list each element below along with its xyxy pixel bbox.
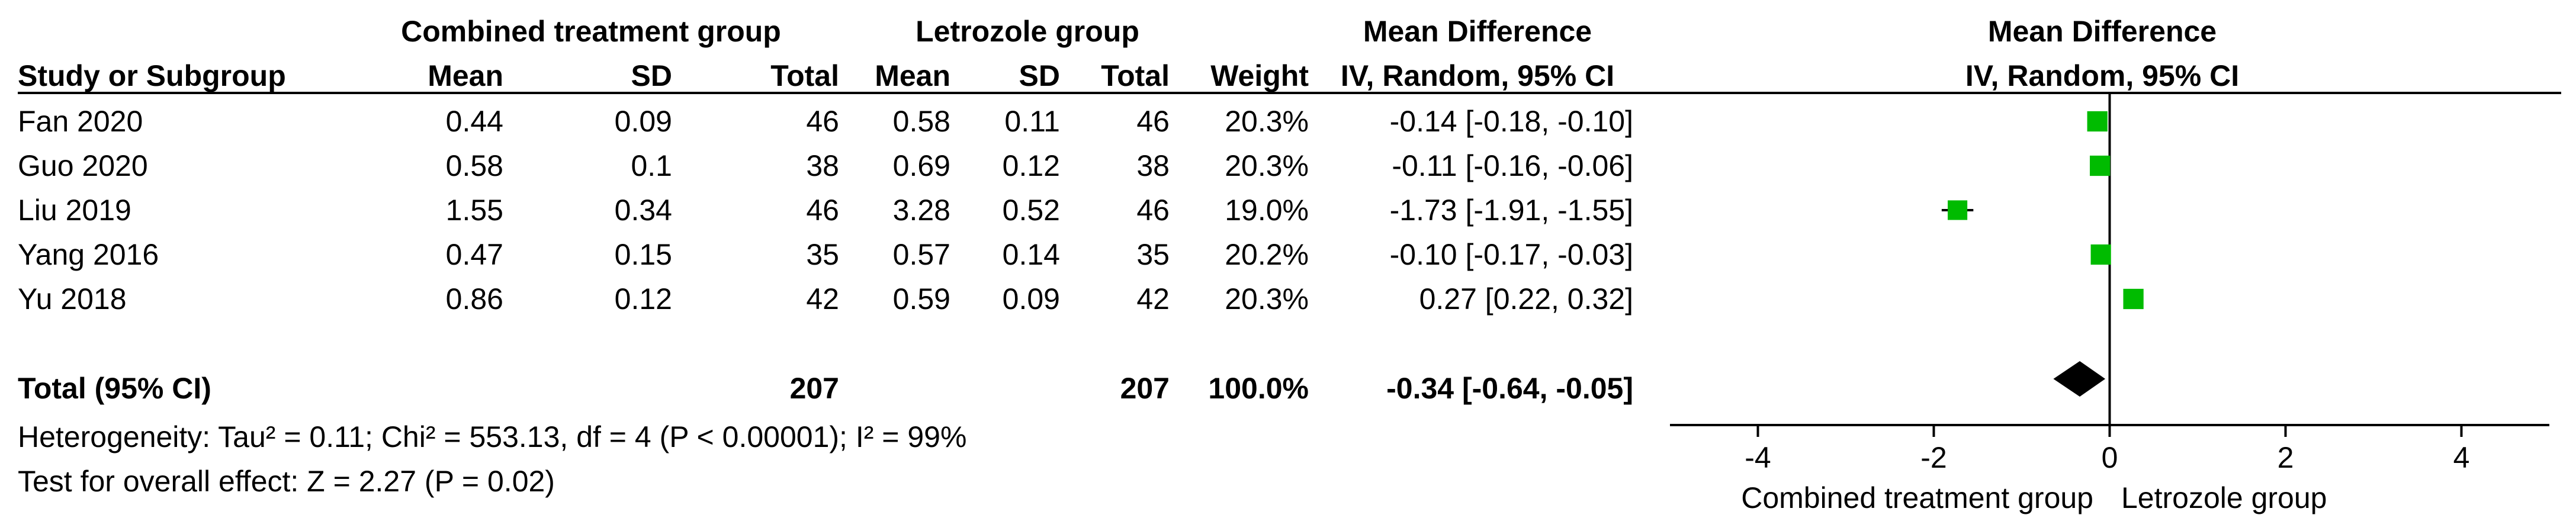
sd1-cell: 0.09 <box>615 105 672 138</box>
table-row: Yu 2018 0.86 0.12 42 0.59 0.09 42 20.3% 0.27 [0.… <box>18 282 1633 316</box>
mean2-cell: 0.58 <box>893 105 950 138</box>
weight-column-header: Weight <box>1210 59 1309 92</box>
total2-cell: 46 <box>1136 194 1170 227</box>
sd2-cell: 0.11 <box>1004 105 1060 138</box>
sd2-cell: 0.52 <box>1003 194 1060 227</box>
weight-cell: 19.0% <box>1225 194 1309 227</box>
total2-cell: 42 <box>1136 282 1170 316</box>
sd2-cell: 0.09 <box>1003 282 1060 316</box>
study-name: Yang 2016 <box>18 238 159 271</box>
method-table-header: IV, Random, 95% CI <box>1341 59 1614 92</box>
total-label: Total (95% CI) <box>18 372 211 405</box>
total2-cell: 46 <box>1136 105 1170 138</box>
sd1-cell: 0.12 <box>615 282 672 316</box>
study-marker <box>1948 200 1968 220</box>
study-name: Liu 2019 <box>18 194 131 227</box>
overall-effect-text: Test for overall effect: Z = 2.27 (P = 0… <box>18 465 555 498</box>
ci-cell: -0.10 [-0.17, -0.03] <box>1390 238 1633 271</box>
weight-cell: 20.3% <box>1225 105 1309 138</box>
total1-cell: 38 <box>806 149 839 182</box>
mean1-cell: 1.55 <box>446 194 503 227</box>
study-name: Fan 2020 <box>18 105 143 138</box>
pooled-diamond <box>2053 361 2106 397</box>
x-tick-label: -2 <box>1920 441 1947 474</box>
method-plot-header: IV, Random, 95% CI <box>1965 59 2239 92</box>
md-plot-header: Mean Difference <box>1988 15 2217 48</box>
ci-cell: 0.27 [0.22, 0.32] <box>1419 282 1633 316</box>
total-ci: -0.34 [-0.64, -0.05] <box>1386 372 1633 405</box>
sd2-cell: 0.14 <box>1003 238 1060 271</box>
total1-cell: 35 <box>806 238 839 271</box>
mean1-cell: 0.86 <box>446 282 503 316</box>
total2-cell: 35 <box>1136 238 1170 271</box>
x-tick-label: 0 <box>2102 441 2118 474</box>
sd2-cell: 0.12 <box>1003 149 1060 182</box>
study-marker <box>2090 155 2111 176</box>
study-marker <box>2090 244 2111 265</box>
study-marker <box>2087 111 2108 132</box>
table-row: Fan 2020 0.44 0.09 46 0.58 0.11 46 20.3% -0.14 [… <box>18 105 1633 138</box>
ci-cell: -0.11 [-0.16, -0.06] <box>1392 149 1633 182</box>
weight-cell: 20.2% <box>1225 238 1309 271</box>
sd1-cell: 0.15 <box>615 238 672 271</box>
mean2-cell: 0.57 <box>893 238 950 271</box>
weight-cell: 20.3% <box>1225 282 1309 316</box>
total1-cell: 46 <box>806 105 839 138</box>
sd1-column-header: SD <box>631 59 672 92</box>
x-tick-label: 4 <box>2453 441 2470 474</box>
study-name: Guo 2020 <box>18 149 148 182</box>
weight-cell: 20.3% <box>1225 149 1309 182</box>
favours-left-label: Combined treatment group <box>1741 481 2093 514</box>
mean2-cell: 0.69 <box>893 149 950 182</box>
total1-column-header: Total <box>770 59 839 92</box>
group2-header: Letrozole group <box>916 15 1139 48</box>
total-weight: 100.0% <box>1208 372 1309 405</box>
table-row: Liu 2019 1.55 0.34 46 3.28 0.52 46 19.0% -1.73 [… <box>18 194 1633 227</box>
mean1-cell: 0.47 <box>446 238 503 271</box>
total2-column-header: Total <box>1101 59 1170 92</box>
favours-right-label: Letrozole group <box>2121 481 2327 514</box>
mean2-column-header: Mean <box>875 59 950 92</box>
mean1-cell: 0.58 <box>446 149 503 182</box>
x-tick-label: 2 <box>2278 441 2294 474</box>
total-n1: 207 <box>790 372 839 405</box>
total1-cell: 46 <box>806 194 839 227</box>
sd2-column-header: SD <box>1019 59 1060 92</box>
sd1-cell: 0.1 <box>631 149 672 182</box>
study-rows: Fan 2020 0.44 0.09 46 0.58 0.11 46 20.3% -0.14 [… <box>18 105 1633 316</box>
x-tick-label: -4 <box>1745 441 1771 474</box>
study-marker <box>2123 288 2144 310</box>
md-table-header: Mean Difference <box>1363 15 1592 48</box>
total1-cell: 42 <box>806 282 839 316</box>
heterogeneity-text: Heterogeneity: Tau² = 0.11; Chi² = 553.1… <box>18 420 966 453</box>
study-name: Yu 2018 <box>18 282 127 316</box>
mean2-cell: 3.28 <box>893 194 950 227</box>
ci-cell: -1.73 [-1.91, -1.55] <box>1390 194 1633 227</box>
ci-cell: -0.14 [-0.18, -0.10] <box>1390 105 1633 138</box>
group1-header: Combined treatment group <box>401 15 781 48</box>
mean2-cell: 0.59 <box>893 282 950 316</box>
forest-plot-area: -4 -2 0 2 4 <box>1670 94 2549 474</box>
mean1-column-header: Mean <box>428 59 503 92</box>
total2-cell: 38 <box>1136 149 1170 182</box>
study-column-header: Study or Subgroup <box>18 59 286 92</box>
total-n2: 207 <box>1120 372 1170 405</box>
table-row: Guo 2020 0.58 0.1 38 0.69 0.12 38 20.3% -0.11 [-… <box>18 149 1633 182</box>
sd1-cell: 0.34 <box>615 194 672 227</box>
table-row: Yang 2016 0.47 0.15 35 0.57 0.14 35 20.2% -0.10 … <box>18 238 1633 271</box>
mean1-cell: 0.44 <box>446 105 503 138</box>
